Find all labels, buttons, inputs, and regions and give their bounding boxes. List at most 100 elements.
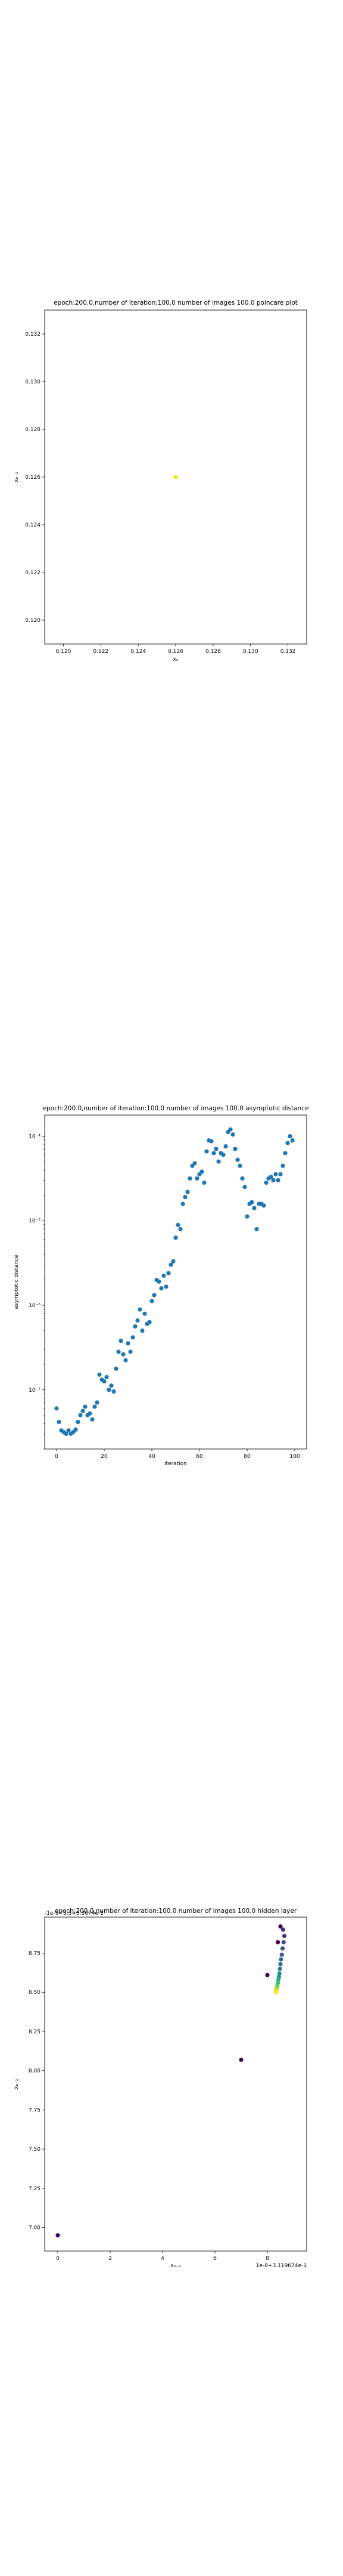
asymptotic-point (119, 1338, 123, 1343)
asymptotic-point (271, 1178, 276, 1182)
hidden-layer-point (265, 1973, 270, 1977)
poincare-ytick-label: 0.130 (25, 379, 40, 385)
poincare-xtick-label: 0.120 (56, 649, 71, 655)
poincare-ytick-label: 0.132 (25, 332, 40, 338)
asymptotic-point (109, 1383, 114, 1388)
asymptotic-yticks: 10⁻⁷ 10⁻⁶ 10⁻⁵ 10⁻⁴ (29, 1134, 45, 1450)
asymptotic-point (116, 1349, 121, 1354)
poincare-xtick-label: 0.128 (205, 649, 221, 655)
asymptotic-point (245, 1214, 250, 1219)
asymptotic-point (64, 1431, 68, 1436)
hidden-layer-xtick-label: 0 (56, 2256, 60, 2262)
hidden-layer-plot-frame (44, 1916, 307, 2252)
asymptotic-point (169, 1262, 173, 1267)
asymptotic-point (76, 1420, 80, 1425)
asymptotic-point (138, 1307, 142, 1312)
asymptotic-point (221, 1153, 226, 1157)
hidden-layer-chart: epoch:200.0,number of iteration:100.0 nu… (14, 1908, 307, 2269)
hidden-layer-point (280, 1927, 285, 1932)
hidden-layer-point (277, 1967, 282, 1971)
hidden-layer-ytick-label: 7.25 (29, 2186, 40, 2192)
asymptotic-point (276, 1178, 280, 1182)
asymptotic-ylabel: asymptotic distance (14, 1255, 20, 1309)
asymptotic-point (142, 1311, 147, 1316)
asymptotic-point (83, 1404, 88, 1409)
asymptotic-point (147, 1320, 152, 1324)
asymptotic-point (290, 1138, 295, 1143)
asymptotic-point (149, 1299, 154, 1304)
asymptotic-point (211, 1151, 216, 1156)
asymptotic-point (235, 1157, 240, 1162)
asymptotic-point (102, 1379, 107, 1384)
asymptotic-point (123, 1358, 128, 1363)
hidden-layer-xtick-label: 4 (161, 2256, 164, 2262)
asymptotic-xticks: 0 20 40 60 80 100 (55, 1449, 300, 1460)
hidden-layer-ytick-label: 8.00 (29, 2069, 40, 2075)
hidden-layer-point (281, 1940, 286, 1945)
asymptotic-point (202, 1180, 207, 1185)
asymptotic-point (185, 1190, 190, 1194)
asymptotic-xtick-label: 80 (244, 1454, 251, 1460)
asymptotic-ytick-label: 10⁻⁷ (29, 1388, 40, 1394)
asymptotic-point (173, 1235, 178, 1240)
asymptotic-title: epoch:200.0,number of iteration:100.0 nu… (43, 1105, 309, 1112)
asymptotic-point (278, 1172, 283, 1176)
hidden-layer-ytick-label: 8.50 (29, 1990, 40, 1996)
asymptotic-xtick-label: 100 (289, 1454, 300, 1460)
hidden-layer-point (279, 1952, 284, 1957)
asymptotic-point (230, 1132, 235, 1137)
poincare-xtick-label: 0.126 (168, 649, 183, 655)
hidden-layer-yticks: 7.00 7.25 7.50 7.75 8.00 8.25 8.50 8.75 (29, 1950, 45, 2231)
hidden-layer-point (276, 1940, 280, 1945)
asymptotic-point (128, 1349, 133, 1354)
asymptotic-point (57, 1420, 61, 1425)
asymptotic-point (80, 1408, 85, 1413)
asymptotic-chart: epoch:200.0,number of iteration:100.0 nu… (14, 1105, 308, 1467)
asymptotic-point (228, 1127, 233, 1132)
hidden-layer-points (55, 1924, 287, 2238)
hidden-layer-point (273, 1990, 278, 1995)
poincare-xtick-label: 0.124 (130, 649, 146, 655)
hidden-layer-xlabel: xₙ₋₂ (170, 2263, 181, 2269)
asymptotic-xtick-label: 60 (196, 1454, 203, 1460)
poincare-ytick-label: 0.128 (25, 427, 40, 433)
asymptotic-point (180, 1202, 185, 1206)
poincare-xticks: 0.120 0.122 0.124 0.126 0.128 0.130 0.132 (56, 644, 295, 655)
poincare-chart: epoch:200.0,number of iteration:100.0 nu… (14, 299, 307, 662)
asymptotic-point (88, 1411, 92, 1416)
asymptotic-ytick-label: 10⁻⁶ (29, 1303, 40, 1309)
poincare-ylabel: xₙ₋₁ (14, 472, 20, 482)
asymptotic-points (54, 1127, 295, 1436)
hidden-layer-point (280, 1946, 285, 1951)
poincare-points (173, 475, 178, 479)
hidden-layer-xtick-label: 2 (108, 2256, 112, 2262)
asymptotic-point (159, 1286, 164, 1291)
asymptotic-point (252, 1206, 257, 1210)
asymptotic-point (283, 1151, 288, 1156)
poincare-xtick-label: 0.122 (93, 649, 108, 655)
asymptotic-point (161, 1273, 166, 1278)
hidden-layer-point (279, 1957, 283, 1962)
asymptotic-point (209, 1139, 214, 1144)
hidden-layer-title: epoch:200.0,number of iteration:100.0 nu… (55, 1908, 297, 1915)
asymptotic-point (240, 1176, 245, 1181)
asymptotic-xtick-label: 0 (55, 1454, 58, 1460)
hidden-layer-xtick-label: 6 (213, 2256, 217, 2262)
hidden-layer-point (278, 1924, 283, 1929)
asymptotic-point (121, 1352, 126, 1357)
hidden-layer-ytick-label: 7.00 (29, 2225, 40, 2231)
hidden-layer-point (282, 1933, 287, 1939)
asymptotic-point (157, 1279, 161, 1284)
hidden-layer-point (278, 1962, 283, 1967)
asymptotic-point (178, 1227, 183, 1231)
asymptotic-point (78, 1413, 83, 1417)
hidden-layer-ytick-label: 8.25 (29, 2029, 40, 2035)
asymptotic-point (104, 1374, 109, 1380)
asymptotic-point (242, 1184, 247, 1190)
asymptotic-point (126, 1341, 130, 1346)
asymptotic-point (254, 1227, 259, 1231)
asymptotic-point (140, 1328, 145, 1333)
hidden-layer-ytick-label: 8.75 (29, 1950, 40, 1956)
hidden-layer-x-offset: 1e-8+3.119674e-1 (256, 2263, 307, 2269)
poincare-xlabel: xₙ (173, 657, 179, 662)
